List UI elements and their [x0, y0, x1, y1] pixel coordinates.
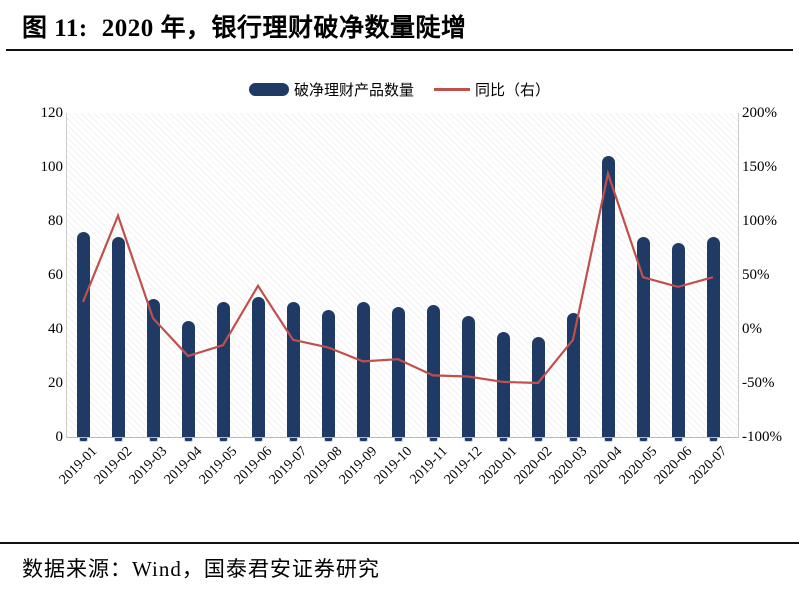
- y-axis-tick-left-80: 80: [48, 213, 63, 229]
- x-axis-label-2019-04: 2019-04: [161, 444, 206, 488]
- bar-series-swatch: [248, 83, 289, 96]
- figure-title: 图 11: 2020 年，银行理财破净数量陡增: [22, 8, 466, 44]
- bar-2020-01: [496, 331, 510, 437]
- line-series-swatch: [434, 88, 470, 91]
- bar-2019-02: [111, 237, 125, 437]
- x-axis-tick-2019-08: [323, 438, 333, 442]
- x-axis-tick-2019-09: [358, 438, 368, 442]
- yoy-line-layer: [81, 169, 714, 385]
- x-axis-tick-2019-01: [78, 438, 88, 442]
- bar-2020-07: [706, 237, 720, 437]
- y-axis-tick-left-20: 20: [48, 375, 63, 391]
- chart-legend: 破净理财产品数量 同比（右）: [0, 79, 799, 100]
- x-axis-label-2019-05: 2019-05: [196, 444, 241, 488]
- x-axis-tick-2020-03: [568, 438, 578, 442]
- x-axis-label-2019-10: 2019-10: [371, 444, 416, 488]
- line-series-label: 同比（右）: [475, 83, 551, 99]
- x-axis-tick-2019-11: [428, 438, 438, 442]
- y-axis-tick-left-0: 0: [55, 429, 64, 445]
- x-axis-tick-2020-06: [673, 438, 683, 442]
- bar-2019-01: [76, 231, 90, 437]
- y-axis-tick-left-60: 60: [48, 267, 63, 283]
- x-axis-label-2019-02: 2019-02: [91, 444, 136, 488]
- footer-rule: [0, 542, 799, 544]
- x-axis-label-2019-03: 2019-03: [126, 444, 171, 488]
- bar-2019-03: [146, 299, 160, 437]
- x-axis-tick-2019-04: [183, 438, 193, 442]
- bar-2019-09: [356, 302, 370, 437]
- x-axis-label-2020-02: 2020-02: [511, 444, 556, 488]
- x-axis-tick-2020-02: [533, 438, 543, 442]
- bar-2019-04: [181, 320, 195, 437]
- bar-2019-10: [391, 307, 405, 437]
- x-axis-label-2020-06: 2020-06: [651, 444, 696, 488]
- x-axis-tick-2020-01: [498, 438, 508, 442]
- bar-2020-06: [671, 242, 685, 437]
- x-axis-tick-2019-06: [253, 438, 263, 442]
- x-axis-tick-2020-07: [708, 438, 718, 442]
- y-axis-tick-right-50: 50%: [742, 267, 770, 283]
- x-axis-label-2020-05: 2020-05: [616, 444, 661, 488]
- x-axis-label-2019-12: 2019-12: [441, 444, 486, 488]
- x-axis-label-2020-01: 2020-01: [476, 444, 521, 488]
- bar-2019-06: [251, 296, 265, 437]
- bar-2019-11: [426, 304, 440, 437]
- legend-item-bar-series: 破净理财产品数量: [248, 79, 414, 100]
- x-axis-tick-2019-05: [218, 438, 228, 442]
- y-axis-tick-right--50: -50%: [742, 375, 775, 391]
- x-axis-tick-2019-03: [148, 438, 158, 442]
- x-axis-tick-2019-10: [393, 438, 403, 442]
- figure-title-text: 2020 年，银行理财破净数量陡增: [101, 15, 467, 42]
- x-axis-label-2020-04: 2020-04: [581, 444, 626, 488]
- x-axis-label-2019-06: 2019-06: [231, 444, 276, 488]
- y-axis-tick-left-40: 40: [48, 321, 63, 337]
- y-axis-tick-right-200: 200%: [742, 105, 777, 121]
- x-axis-label-2019-01: 2019-01: [56, 444, 101, 488]
- legend-item-line-series: 同比（右）: [434, 79, 550, 100]
- x-axis-label-2019-11: 2019-11: [407, 444, 451, 488]
- y-axis-tick-right-100: 100%: [742, 213, 777, 229]
- y-axis-tick-right-150: 150%: [742, 159, 777, 175]
- x-axis-tick-2019-02: [113, 438, 123, 442]
- bar-2019-05: [216, 302, 230, 437]
- x-axis-label-2019-08: 2019-08: [301, 444, 346, 488]
- bar-2020-02: [531, 337, 545, 437]
- data-source-note: 数据来源：Wind，国泰君安证券研究: [22, 557, 380, 581]
- x-axis-tick-2019-12: [463, 438, 473, 442]
- x-axis-label-2019-09: 2019-09: [336, 444, 381, 488]
- bar-2019-08: [321, 310, 335, 437]
- x-axis-tick-2020-05: [638, 438, 648, 442]
- title-rule: [6, 49, 793, 51]
- x-axis-label-2020-07: 2020-07: [686, 444, 731, 488]
- bar-series-label: 破净理财产品数量: [293, 83, 414, 99]
- y-axis-tick-right-0: 0%: [742, 321, 762, 337]
- bar-2020-05: [636, 237, 650, 437]
- x-axis-label-2019-07: 2019-07: [266, 444, 311, 488]
- y-axis-tick-left-120: 120: [40, 105, 64, 121]
- x-axis-tick-2019-07: [288, 438, 298, 442]
- y-axis-tick-right--100: -100%: [742, 429, 782, 445]
- figure-number: 图 11:: [22, 15, 88, 42]
- y-axis-tick-left-100: 100: [40, 159, 64, 175]
- x-axis-tick-2020-04: [603, 438, 613, 442]
- x-axis-label-2020-03: 2020-03: [546, 444, 591, 488]
- bar-2020-04: [601, 156, 615, 437]
- yoy-line: [81, 169, 714, 385]
